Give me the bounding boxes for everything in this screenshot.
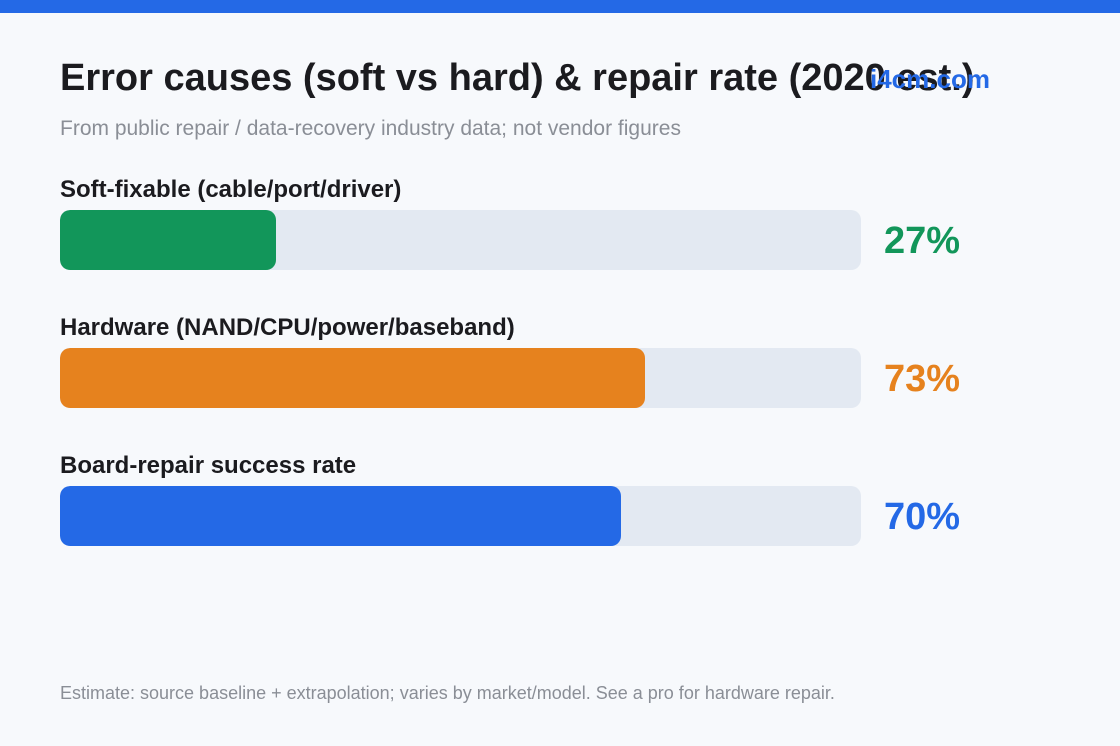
bar-label: Hardware (NAND/CPU/power/baseband) <box>60 314 515 341</box>
bar-track <box>60 348 861 408</box>
bar-value-label: 73% <box>884 358 961 400</box>
bar-track <box>60 486 861 546</box>
bar-label: Soft-fixable (cable/port/driver) <box>60 176 402 203</box>
chart-title: Error causes (soft vs hard) & repair rat… <box>60 57 975 99</box>
chart-subtitle: From public repair / data-recovery indus… <box>60 117 681 140</box>
bar <box>60 210 276 270</box>
bar-track <box>60 210 861 270</box>
footnote: Estimate: source baseline + extrapolatio… <box>60 683 835 703</box>
bar-value-label: 70% <box>884 496 961 538</box>
watermark-logo: i4cm.com <box>870 64 990 94</box>
bar <box>60 348 645 408</box>
bar-label: Board-repair success rate <box>60 452 357 479</box>
top-accent-bar <box>0 0 1120 13</box>
bar-value-label: 27% <box>884 220 961 262</box>
bar <box>60 486 621 546</box>
